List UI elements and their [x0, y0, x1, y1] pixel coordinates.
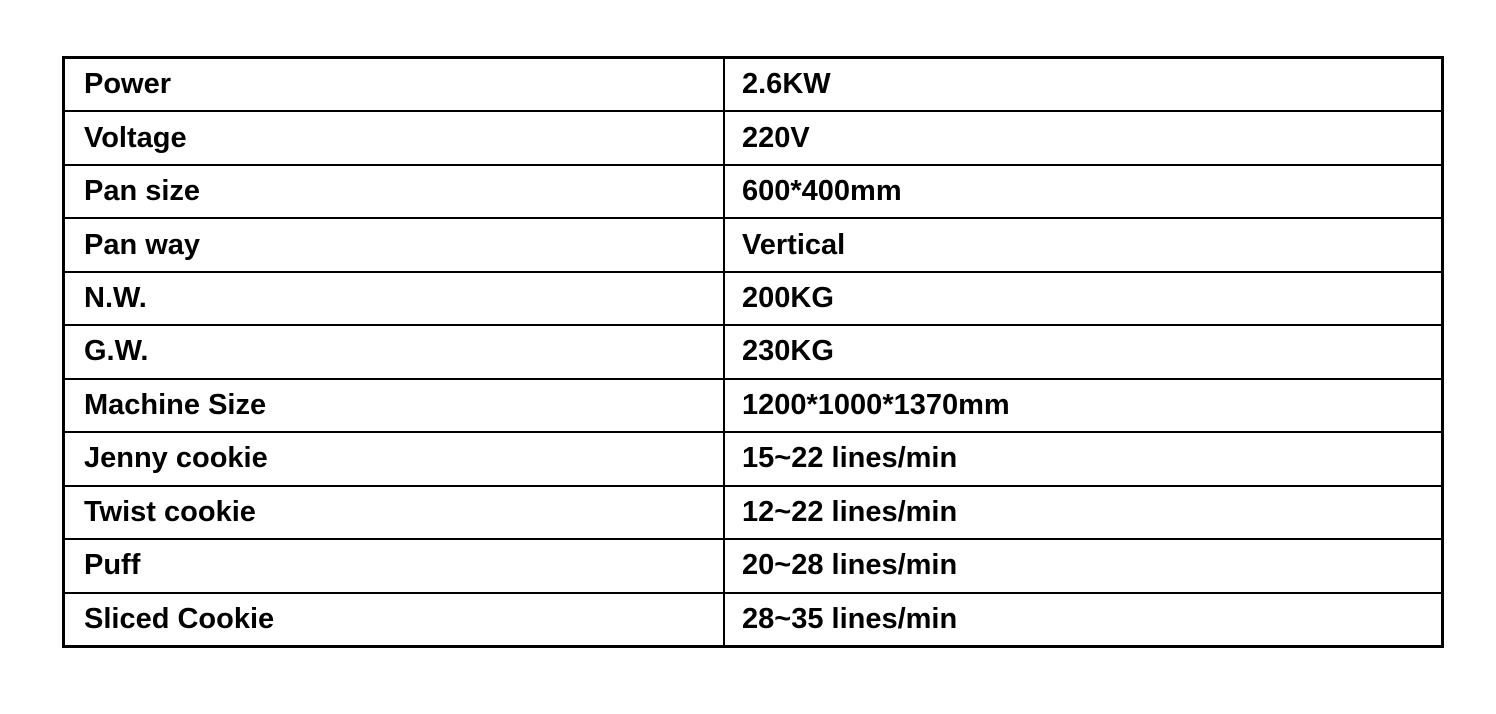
spec-label: Machine Size	[65, 379, 725, 432]
spec-value: 15~22 lines/min	[742, 442, 958, 475]
spec-value: 1200*1000*1370mm	[742, 388, 1010, 421]
spec-value: Vertical	[742, 228, 846, 261]
spec-label: Jenny cookie	[65, 433, 725, 485]
spec-label: Puff	[65, 540, 725, 592]
table-row: Pan size 600*400mm	[65, 165, 1441, 220]
table-row: N.W. 200KG	[65, 272, 1441, 327]
table-row: Jenny cookie 15~22 lines/min	[65, 433, 1441, 487]
spec-label: Power	[65, 59, 725, 111]
spec-value: 200KG	[742, 282, 834, 315]
spec-label: Voltage	[65, 112, 725, 164]
table-row: Puff 20~28 lines/min	[65, 540, 1441, 594]
spec-label: G.W.	[65, 326, 725, 378]
spec-value: 20~28 lines/min	[742, 549, 958, 582]
table-row: Sliced Cookie 28~35 lines/min	[65, 593, 1441, 645]
spec-value: 600*400mm	[742, 175, 902, 208]
spec-value: 230KG	[742, 335, 834, 368]
spec-label: Pan way	[65, 219, 725, 271]
table-row: Pan way Vertical	[65, 219, 1441, 273]
spec-value: 12~22 lines/min	[742, 495, 958, 528]
spec-label: Twist cookie	[65, 486, 725, 539]
table-row: Twist cookie 12~22 lines/min	[65, 486, 1441, 541]
table-row: Machine Size 1200*1000*1370mm	[65, 379, 1441, 434]
spec-label: N.W.	[65, 272, 725, 325]
specifications-table: Power 2.6KW Voltage 220V Pan size 600*40…	[62, 56, 1444, 648]
table-row: Power 2.6KW	[65, 59, 1441, 113]
spec-label: Sliced Cookie	[65, 593, 725, 645]
spec-value: 28~35 lines/min	[742, 602, 958, 635]
spec-value: 2.6KW	[742, 68, 831, 101]
spec-label: Pan size	[65, 165, 725, 218]
table-row: Voltage 220V	[65, 112, 1441, 166]
spec-value: 220V	[742, 121, 810, 154]
table-row: G.W. 230KG	[65, 326, 1441, 380]
